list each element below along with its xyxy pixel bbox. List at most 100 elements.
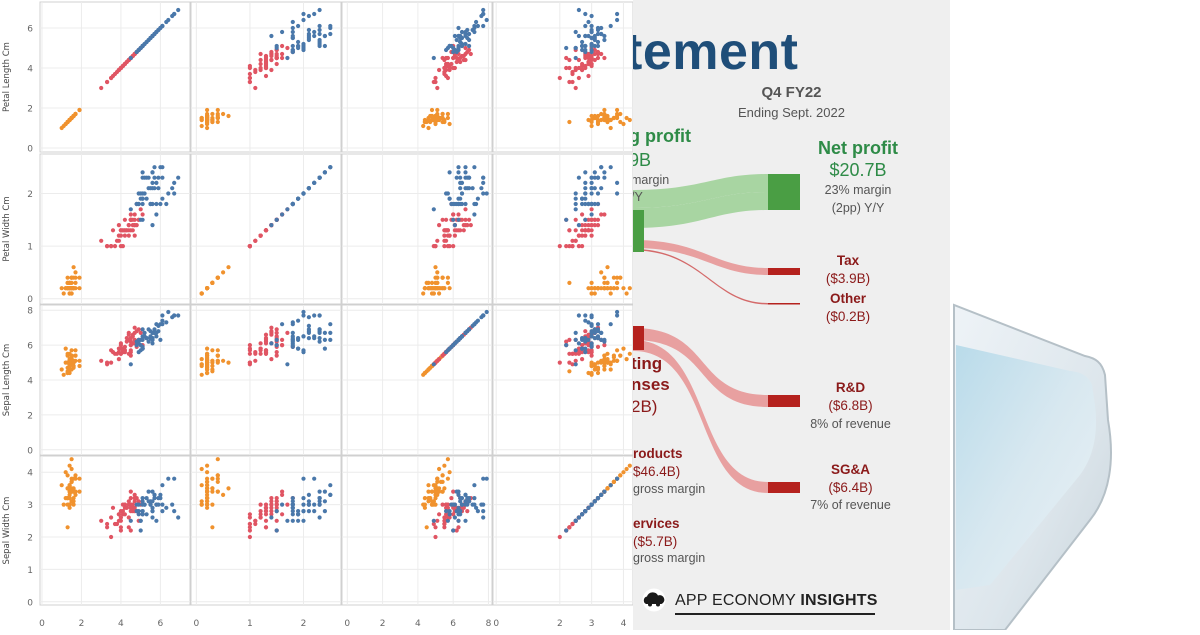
- scatter-point: [247, 79, 252, 85]
- scatter-point: [583, 55, 588, 61]
- scatter-point: [269, 512, 274, 517]
- scatter-point: [589, 217, 594, 222]
- scatter-point: [205, 486, 210, 491]
- scatter-point: [583, 217, 588, 222]
- scatter-point: [583, 201, 588, 207]
- scatter-point: [306, 492, 311, 497]
- scatter-point: [468, 51, 473, 57]
- scatter-point: [120, 244, 125, 249]
- scatter-point: [120, 63, 125, 69]
- scatter-point: [458, 496, 463, 501]
- scatter-point: [570, 351, 575, 356]
- scatter-point: [253, 238, 258, 243]
- flow-net-profit: [633, 192, 768, 228]
- scatter-point: [132, 499, 137, 504]
- scatter-point: [176, 7, 181, 13]
- scatter-point: [148, 502, 153, 507]
- scatter-point: [595, 39, 601, 45]
- scatter-point: [463, 165, 468, 170]
- scatter-point: [274, 61, 279, 67]
- scatter-point: [258, 348, 263, 353]
- scatter-point: [138, 207, 143, 212]
- scatter-point: [322, 489, 327, 494]
- scatter-point: [435, 238, 440, 243]
- scatter-point: [150, 489, 155, 494]
- scatter-point: [573, 65, 578, 71]
- scatter-point: [445, 244, 450, 249]
- scatter-point: [442, 525, 447, 530]
- scatter-point: [595, 113, 601, 119]
- scatter-point: [112, 71, 118, 77]
- scatter-point: [274, 509, 279, 514]
- scatter-point: [463, 51, 468, 57]
- scatter-point: [290, 43, 295, 49]
- scatter-point: [454, 175, 459, 180]
- scatter-point: [205, 351, 210, 356]
- scatter-point: [440, 111, 445, 117]
- scatter-point: [71, 496, 76, 501]
- scatter-point: [454, 37, 459, 43]
- scatter-point: [59, 483, 64, 488]
- scatter-point: [322, 330, 327, 335]
- scatter-point: [602, 363, 607, 369]
- scatter-point: [442, 463, 447, 468]
- scatter-point: [128, 217, 133, 222]
- scatter-point: [595, 201, 601, 207]
- scatter-point: [447, 470, 452, 475]
- net-profit-yy: (2pp) Y/Y: [831, 201, 885, 215]
- scatter-point: [301, 502, 306, 507]
- scatter-point: [592, 51, 597, 57]
- scatter-point: [605, 360, 610, 365]
- scatter-point: [160, 509, 165, 514]
- scatter-point: [472, 212, 477, 217]
- scatter-point: [290, 322, 295, 327]
- scatter-point: [454, 528, 459, 533]
- scatter-point: [444, 217, 449, 222]
- scatter-point: [484, 476, 489, 481]
- scatter-point: [580, 201, 585, 207]
- scatter-point: [435, 479, 440, 484]
- scatter-point: [573, 351, 578, 356]
- scatter-point: [205, 286, 210, 291]
- net-profit-margin: 23% margin: [824, 183, 892, 197]
- scatter-point: [463, 186, 468, 191]
- scatter-point: [118, 528, 123, 533]
- scatter-point: [422, 496, 427, 501]
- scatter-point: [573, 228, 578, 233]
- scatter-point: [595, 223, 601, 228]
- scatter-point: [69, 457, 74, 462]
- scatter-point: [205, 479, 210, 484]
- scatter-point: [589, 13, 594, 19]
- scatter-point: [199, 117, 204, 123]
- scatter-point: [140, 502, 145, 507]
- net-profit-value: $20.7B: [829, 160, 887, 180]
- scatter-point: [431, 483, 436, 488]
- scatter-point: [451, 49, 456, 55]
- scatter-point: [583, 191, 588, 196]
- scatter-point: [602, 55, 607, 61]
- scatter-point: [160, 23, 165, 29]
- scatter-point: [615, 313, 620, 318]
- x-tick-label: 0: [39, 619, 45, 629]
- scatter-point: [61, 291, 66, 296]
- scatter-point: [618, 353, 623, 358]
- scatter-point: [595, 286, 601, 291]
- scatter-point: [583, 170, 588, 175]
- scatter-point: [472, 496, 477, 501]
- scatter-point: [65, 473, 70, 478]
- scatter-point: [59, 125, 64, 131]
- scatter-point: [274, 499, 279, 504]
- scatter-point: [258, 509, 263, 514]
- scatter-point: [589, 233, 594, 238]
- scatter-point: [253, 85, 258, 91]
- scatter-point: [481, 7, 486, 13]
- scatter-point: [440, 502, 445, 507]
- scatter-point: [274, 518, 279, 523]
- scatter-point: [290, 25, 295, 31]
- scatter-point: [445, 111, 450, 117]
- scatter-point: [148, 201, 153, 207]
- other-value: ($0.2B): [825, 309, 871, 324]
- scatter-point: [467, 43, 472, 49]
- scatter-point: [258, 351, 263, 356]
- scatter-point: [67, 280, 72, 285]
